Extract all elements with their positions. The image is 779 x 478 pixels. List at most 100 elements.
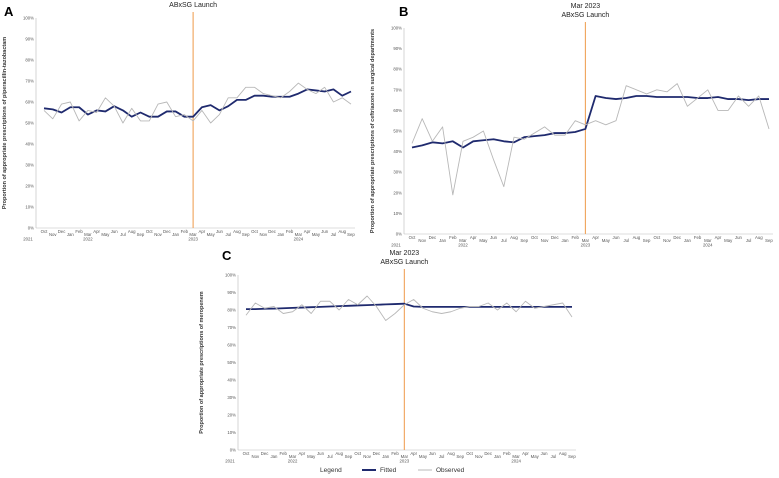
panel-b-y-tick-label: 70% [393, 87, 402, 92]
panel-c-x-tick-label: Apr [522, 451, 529, 456]
panel-a-y-tick-label: 60% [25, 100, 34, 105]
panel-a-x-tick-label: Jul [120, 232, 126, 237]
panel-c-x-tick-label: Mar [289, 454, 297, 459]
panel-c-x-tick-label: Aug [335, 451, 343, 456]
panel-b-x-tick-label: Oct [653, 235, 660, 240]
panel-b-x-tick-label: Jan [562, 238, 570, 243]
panel-b-x-tick-label: Jun [735, 235, 743, 240]
panel-c-x-tick-label: Jun [317, 451, 325, 456]
panel-a-y-tick-label: 70% [25, 79, 34, 84]
panel-a-x-tick-label: Mar [84, 232, 92, 237]
panel-a-x-tick-label: Jun [321, 229, 329, 234]
panel-c-x-tick-label: Jul [551, 454, 557, 459]
panel-b-year-label: 2021 [391, 243, 401, 248]
panel-a-x-tick-label: Apr [199, 229, 206, 234]
panel-b-x-tick-label: Mar [704, 238, 712, 243]
panel-c-x-tick-label: Apr [410, 451, 417, 456]
panel-b-x-tick-label: Sep [765, 238, 773, 243]
panel-b-y-tick-label: 100% [391, 26, 402, 31]
panel-a-y-tick-label: 20% [25, 184, 34, 189]
panel-a-x-tick-label: Sep [242, 232, 250, 237]
panel-a-y-tick-label: 80% [25, 58, 34, 63]
panel-b-fitted-series-line [411, 95, 769, 149]
panel-b-annotation-date: Mar 2023 [571, 3, 601, 10]
panel-a-x-tick-label: Aug [338, 229, 346, 234]
panel-b-x-tick-label: Apr [715, 235, 722, 240]
panel-a-y-tick-label: 50% [25, 121, 34, 126]
panel-b-y-tick-label: 80% [393, 67, 402, 72]
panel-c-x-tick-label: Oct [466, 451, 473, 456]
panel-c-year-label: 2024 [511, 459, 521, 464]
panel-a-x-tick-label: Apr [93, 229, 100, 234]
panel-b-x-tick-label: Oct [409, 235, 416, 240]
panel-c-letter: C [222, 248, 232, 263]
panel-a-x-tick-label: Dec [268, 229, 276, 234]
panel-c-x-tick-label: Jul [327, 454, 333, 459]
panel-c-y-tick-label: 0% [230, 448, 236, 453]
panel-c-x-tick-label: Jan [494, 454, 502, 459]
panel-b-x-tick-label: Aug [633, 235, 641, 240]
panel-b-x-tick-label: Dec [429, 235, 437, 240]
legend-fitted-label: Fitted [380, 467, 397, 474]
panel-c-annotation-date: Mar 2023 [390, 250, 420, 257]
panel-b-observed-series-line [411, 83, 770, 196]
panel-c-x-tick-label: Sep [568, 454, 576, 459]
panel-c-x-tick-label: Feb [503, 451, 511, 456]
panel-a-y-tick-label: 40% [25, 142, 34, 147]
panel-c-x-tick-label: Jun [429, 451, 437, 456]
panel-c-year-label: 2023 [400, 459, 410, 464]
panel-b-x-tick-label: Sep [520, 238, 528, 243]
panel-c-y-tick-label: 70% [227, 325, 236, 330]
panel-b-y-axis-label: Proportion of appropriate prescriptions … [370, 29, 376, 233]
panel-b-y-tick-label: 60% [393, 108, 402, 113]
panel-c-year-label: 2022 [288, 459, 298, 464]
panel-c-y-tick-label: 10% [227, 430, 236, 435]
panel-a-y-tick-label: 100% [23, 16, 34, 21]
panel-c-y-tick-label: 100% [225, 273, 236, 278]
panel-a-x-tick-label: Oct [41, 229, 48, 234]
panel-a-y-tick-label: 10% [25, 205, 34, 210]
panel-b-letter: B [399, 4, 408, 19]
panel-b-x-tick-label: Mar [582, 238, 590, 243]
panel-c-x-tick-label: Jan [270, 454, 278, 459]
panel-b-x-tick-label: Nov [663, 238, 671, 243]
panel-b-x-tick-label: Jul [746, 238, 752, 243]
panel-c-y-tick-label: 20% [227, 413, 236, 418]
panel-c-x-tick-label: Dec [373, 451, 381, 456]
panel-a-x-tick-label: Jan [172, 232, 180, 237]
panel-c-x-tick-label: Mar [401, 454, 409, 459]
panel-a-x-tick-label: Sep [137, 232, 145, 237]
panel-c-x-tick-label: Dec [261, 451, 269, 456]
panel-a-year-label: 2024 [294, 237, 304, 242]
panel-b-x-tick-label: Aug [755, 235, 763, 240]
panel-a-y-tick-label: 90% [25, 37, 34, 42]
panel-c-x-tick-label: Oct [354, 451, 361, 456]
panel-b-year-label: 2022 [458, 243, 468, 248]
panel-a-observed-series-line [43, 82, 352, 124]
panel-a-x-tick-label: May [101, 232, 110, 237]
panel-b-x-tick-label: Jul [623, 238, 629, 243]
panel-b-x-tick-label: Nov [418, 238, 426, 243]
panel-b-y-tick-label: 0% [396, 232, 402, 237]
panel-b-y-tick-label: 40% [393, 149, 402, 154]
panel-b-x-tick-label: Dec [551, 235, 559, 240]
panel-c-observed-series-line [245, 295, 573, 321]
panel-b-y-tick-label: 30% [393, 170, 402, 175]
panel-a-year-label: 2022 [83, 237, 93, 242]
panel-b-x-tick-label: Feb [694, 235, 702, 240]
panel-c-x-tick-label: Aug [447, 451, 455, 456]
panel-c-x-tick-label: Aug [559, 451, 567, 456]
panel-b-x-tick-label: Jul [501, 238, 507, 243]
panel-c-year-label: 2021 [225, 459, 235, 464]
panel-c-y-tick-label: 50% [227, 360, 236, 365]
panel-b-x-tick-label: Dec [673, 235, 681, 240]
panel-a-x-tick-label: Feb [286, 229, 294, 234]
panel-a-x-tick-label: Dec [163, 229, 171, 234]
panel-c-x-tick-label: Nov [251, 454, 259, 459]
panel-c-y-axis-label: Proportion of appropriate prescriptions … [199, 291, 205, 434]
panel-a-fitted-series-line [43, 88, 352, 118]
panel-a-x-tick-label: Jun [216, 229, 224, 234]
panel-a-annotation-text: ABxSG Launch [169, 2, 217, 9]
panel-a-x-tick-label: Sep [347, 232, 355, 237]
